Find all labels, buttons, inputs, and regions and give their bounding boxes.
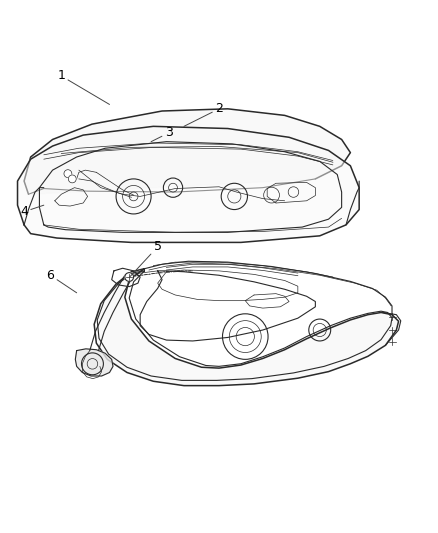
Text: 5: 5 (130, 240, 162, 277)
Polygon shape (94, 269, 399, 386)
Text: 6: 6 (46, 269, 77, 293)
Circle shape (64, 169, 72, 177)
Polygon shape (18, 126, 359, 243)
Text: 1: 1 (57, 69, 110, 104)
Polygon shape (75, 349, 113, 376)
Text: 4: 4 (20, 205, 44, 218)
Text: 3: 3 (151, 126, 173, 142)
Polygon shape (24, 109, 350, 194)
Text: 2: 2 (184, 102, 223, 126)
Circle shape (125, 273, 134, 281)
Circle shape (68, 175, 76, 183)
